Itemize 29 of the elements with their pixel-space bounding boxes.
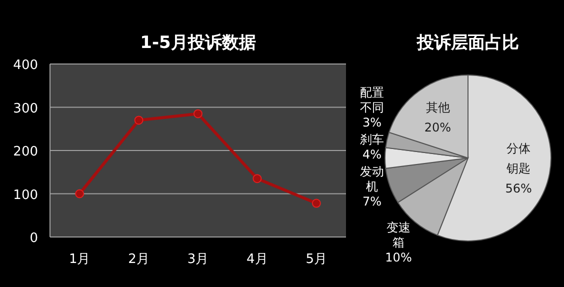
x-tick-label: 2月: [128, 252, 150, 267]
slice-label: 其他: [426, 100, 450, 114]
point: [312, 198, 321, 208]
y-tick-label: 0: [30, 231, 38, 246]
data-label: 10%: [385, 250, 412, 264]
y-tick-label: 300: [13, 101, 38, 116]
slice-label: 发动机: [360, 164, 384, 194]
x-tick-label: 1月: [68, 252, 90, 267]
y-tick-label: 400: [13, 58, 38, 73]
slice-label: 变速箱: [386, 220, 411, 250]
data-label: 56%: [505, 182, 532, 196]
chart-title: 投诉层面占比: [416, 33, 519, 53]
x-tick-label: 3月: [187, 252, 209, 267]
y-tick-label: 100: [13, 188, 38, 203]
point: [134, 116, 144, 125]
slice-label: 分体钥匙: [506, 142, 531, 176]
slice-label: 刹车: [360, 132, 384, 147]
data-label: 4%: [362, 148, 382, 162]
y-tick-label: 200: [13, 144, 38, 160]
x-tick-label: 4月: [246, 252, 268, 267]
data-label: 3%: [362, 116, 382, 130]
data-label: 7%: [362, 194, 382, 209]
data-label: 20%: [424, 120, 452, 134]
point: [194, 109, 202, 118]
x-tick-label: 5月: [306, 252, 328, 267]
point: [75, 189, 84, 198]
point: [252, 174, 262, 184]
chart-title: 1-5月投诉数据: [140, 33, 256, 53]
slice-label: 配置不同: [360, 86, 384, 115]
